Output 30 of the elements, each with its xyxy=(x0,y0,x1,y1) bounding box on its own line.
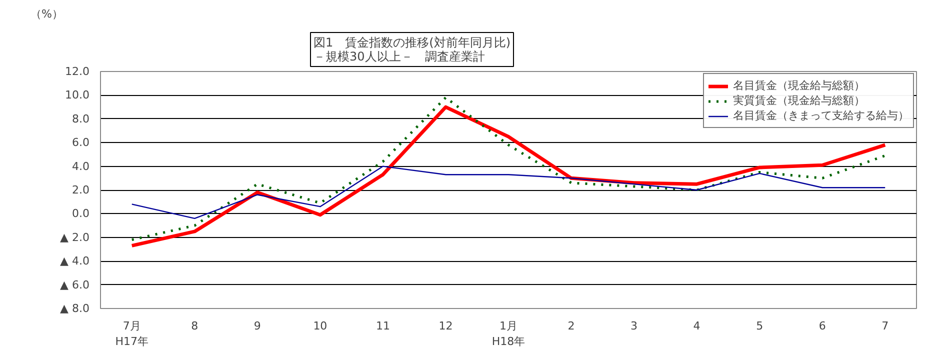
chart-title: 図1 賃金指数の推移(対前年同月比) －規模30人以上－ 調査産業計 xyxy=(314,36,510,64)
y-tick-label: 12.0 xyxy=(65,65,90,78)
y-tick-label: ▲ 6.0 xyxy=(60,278,90,292)
x-tick-label: 6 xyxy=(818,320,826,332)
y-tick-label: 2.0 xyxy=(72,184,90,196)
legend-label: 実質賃金（現金給与総額） xyxy=(733,93,865,108)
x-tick-label: 5 xyxy=(756,320,764,332)
x-tick-label: 3 xyxy=(630,320,638,332)
y-tick-label: 0.0 xyxy=(72,207,90,220)
legend-label: 名目賃金（現金給与総額） xyxy=(733,78,865,93)
y-tick-label: ▲ 4.0 xyxy=(60,254,90,268)
y-tick-label: 6.0 xyxy=(72,136,90,150)
x-tick-label: 1月 H18年 xyxy=(492,320,526,348)
y-tick-label: ▲ 8.0 xyxy=(60,302,90,315)
legend-label: 名目賃金（きまって支給する給与） xyxy=(733,108,909,123)
x-tick-label: 2 xyxy=(568,320,575,332)
x-tick-label: 9 xyxy=(254,320,261,332)
y-tick-label: ▲ 2.0 xyxy=(60,230,90,244)
x-tick-label: 11 xyxy=(376,320,390,332)
line-series xyxy=(131,166,886,220)
x-tick-label: 4 xyxy=(693,320,700,332)
y-tick-label: 8.0 xyxy=(72,112,90,126)
y-tick-label: 10.0 xyxy=(65,88,90,102)
x-tick-label: 10 xyxy=(313,320,328,332)
x-tick-label: 8 xyxy=(191,320,198,332)
y-tick-label: 4.0 xyxy=(72,160,90,173)
x-tick-label: 12 xyxy=(438,320,453,332)
x-tick-label: 7 xyxy=(882,320,889,332)
y-axis-title: （%） xyxy=(30,8,63,20)
x-tick-label: 7月 H17年 xyxy=(115,320,149,348)
